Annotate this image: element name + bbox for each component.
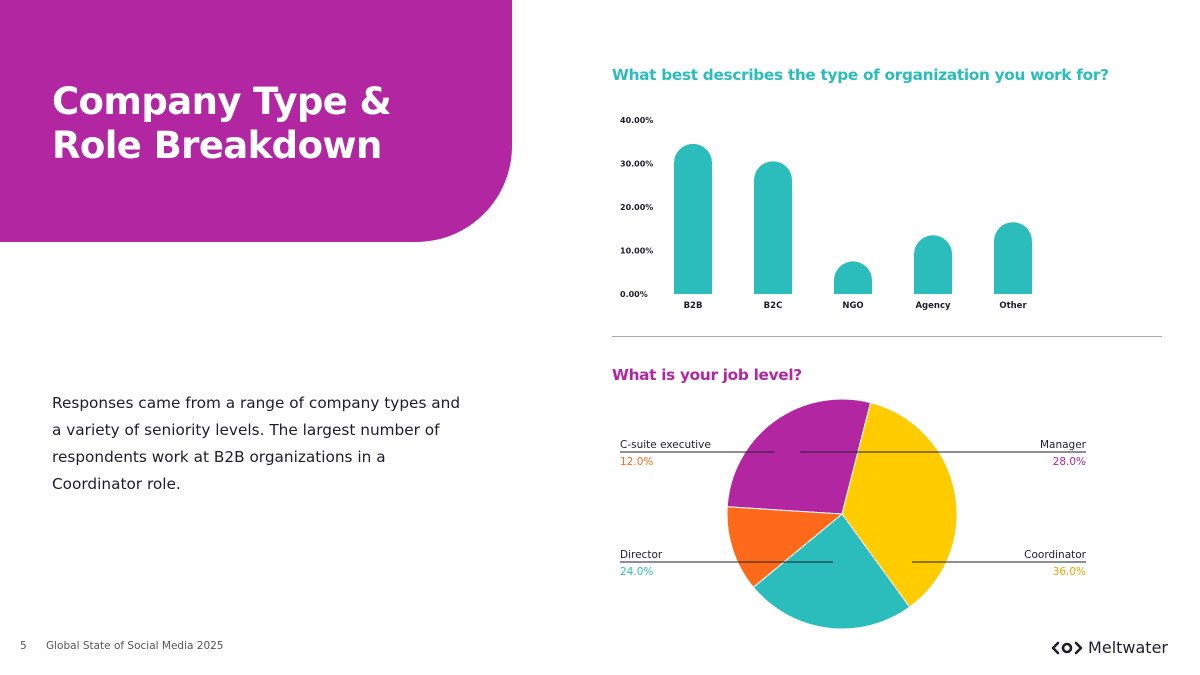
bar-b2b [674,143,712,294]
brand-name: Meltwater [1088,638,1168,657]
bar-b2c [754,161,792,294]
pie-label-name: Manager [1040,439,1087,451]
section-divider [612,336,1162,337]
pie-label-value: 12.0% [620,456,653,468]
brand-logo: Meltwater [1051,638,1168,657]
page-number: 5 [20,640,27,652]
organization-type-bar-chart: 0.00% 10.00% 20.00% 30.00% 40.00% B2B B2C NGO Ag… [620,116,1032,311]
pie-slice-coordinator [841,402,958,608]
meltwater-logo-icon [1051,641,1083,654]
y-tick-label: 0.00% [620,290,648,299]
summary-text: Responses came from a range of company t… [52,394,461,493]
bar-ngo [834,261,872,294]
title-line-1: Company Type & [52,80,392,123]
pie-label-value: 24.0% [620,566,653,578]
pie-slice-director [752,513,911,630]
x-tick-label: Other [999,301,1027,311]
pie-label-value: 28.0% [1053,456,1086,468]
x-tick-label: Agency [915,301,951,311]
pie-slice-manager [726,398,872,515]
bar-agency [914,235,952,294]
page-title: Company Type & Role Breakdown [52,80,482,168]
pie-label-name: Director [620,549,663,561]
pie-label-name: C-suite executive [620,439,711,451]
publication-name: Global State of Social Media 2025 [46,640,224,652]
x-tick-label: B2C [764,301,783,311]
job-level-pie-chart: Manager 28.0% Coordinator 36.0% Director 24.0… [620,398,1087,630]
pie-label-value: 36.0% [1053,566,1086,578]
bar-chart-title: What best describes the type of organiza… [612,66,1109,84]
pie-chart-title: What is your job level? [612,366,802,384]
pie-slice-c-suite-executive [726,506,844,589]
y-tick-label: 10.00% [620,247,653,256]
x-tick-label: NGO [842,301,863,311]
title-line-2: Role Breakdown [52,124,382,167]
pie-label-name: Coordinator [1024,549,1087,561]
bar-other [994,222,1032,294]
y-tick-label: 30.00% [620,160,653,169]
x-tick-label: B2B [684,301,703,311]
y-tick-label: 20.00% [620,203,653,212]
y-tick-label: 40.00% [620,116,653,125]
title-banner: Company Type & Role Breakdown [0,0,512,242]
